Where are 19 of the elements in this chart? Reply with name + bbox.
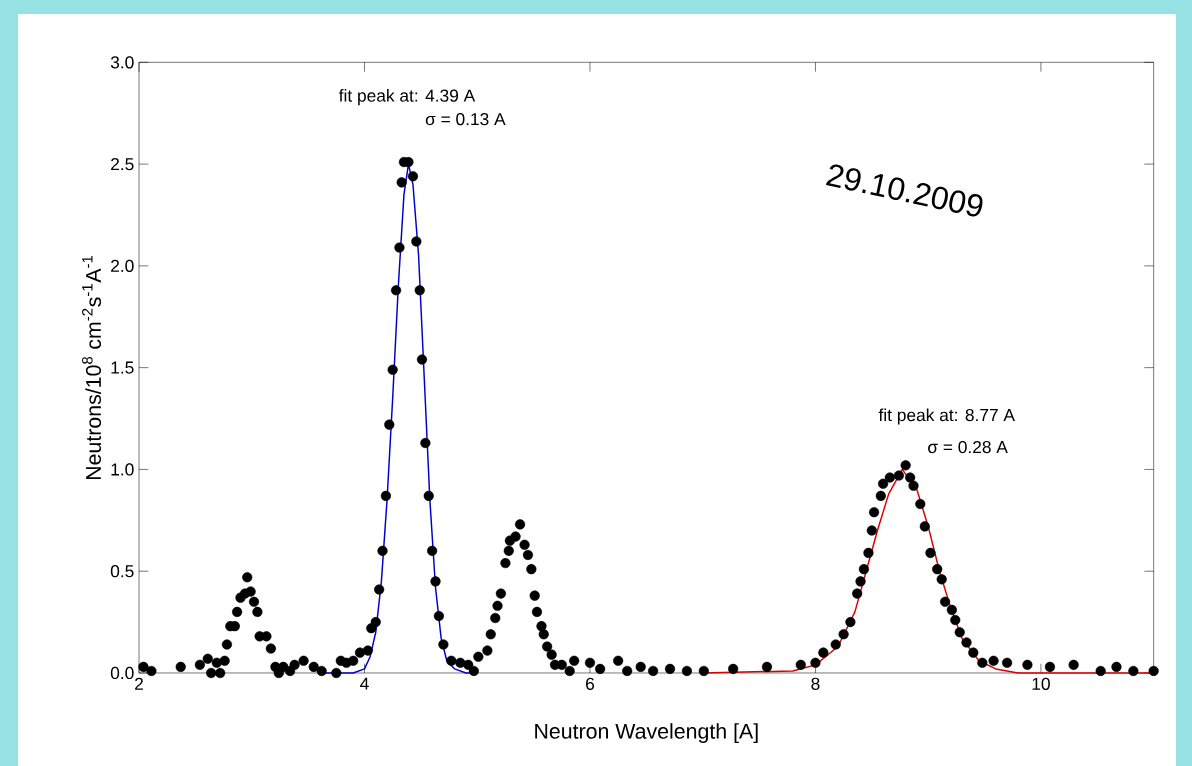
annotation: 29.10.2009	[826, 164, 983, 217]
annotation: σ = 0.28 A	[928, 440, 1008, 454]
annotation: σ = 0.13 A	[425, 112, 506, 126]
x-axis-title: Neutron Wavelength [A]	[535, 723, 758, 744]
x-tick-label: 2	[135, 677, 143, 690]
y-tick-label: 0.5	[110, 565, 134, 578]
annotation: fit peak at: 4.39 A	[338, 89, 476, 106]
y-tick-label: 2.5	[111, 157, 134, 171]
x-tick-label: 6	[586, 677, 595, 690]
x-tick-label: 4	[360, 677, 369, 690]
y-axis-title: Neutrons/10$^{8}$ cm$^{-2}$s$^{-1}$A$^{-1}$	[82, 255, 102, 480]
annotation: fit peak at: 8.77 A	[878, 408, 1015, 425]
x-tick-label: 8	[811, 677, 820, 690]
y-tick-label: 1.5	[111, 361, 134, 374]
y-tick-label: 0.0	[110, 666, 134, 680]
y-tick-label: 1.0	[111, 463, 134, 476]
y-tick-label: 2.0	[111, 259, 134, 273]
x-tick-label: 10	[1032, 677, 1050, 690]
y-tick-label: 3.0	[110, 56, 134, 69]
